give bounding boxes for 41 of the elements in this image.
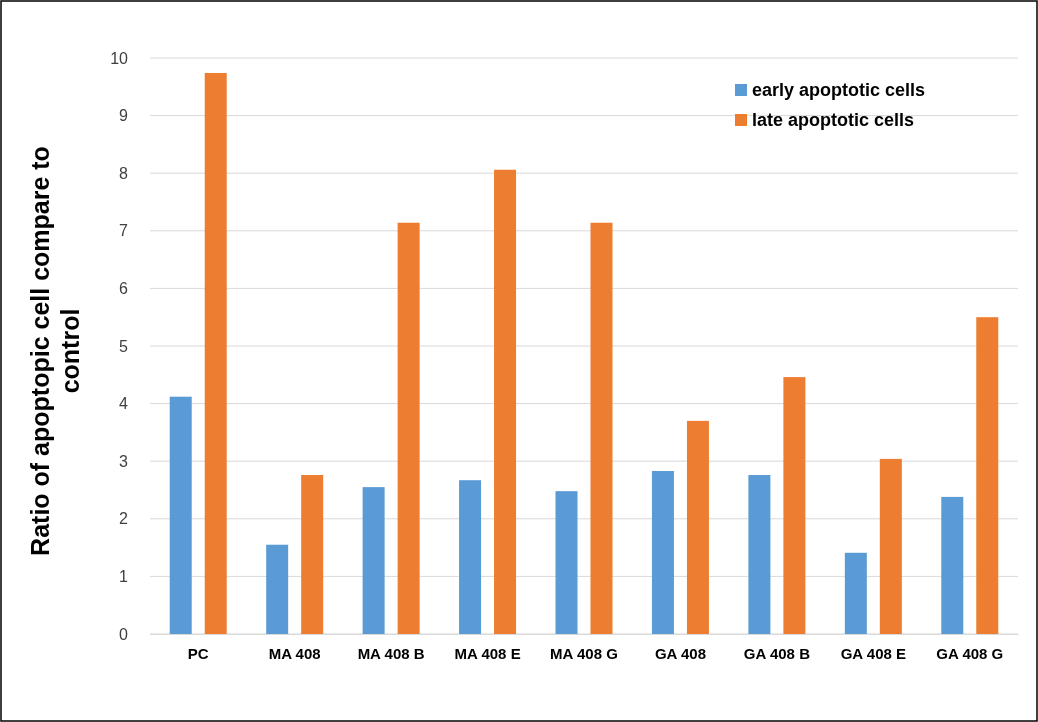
y-tick-label: 4 <box>119 395 129 413</box>
y-tick-label: 6 <box>119 280 129 298</box>
bar <box>651 470 674 634</box>
x-tick-label: MA 408 B <box>357 644 425 662</box>
y-tick-label: 2 <box>119 510 129 528</box>
legend-label: early apoptotic cells <box>752 80 926 100</box>
bar <box>686 420 709 634</box>
x-tick-label: MA 408 <box>268 644 321 662</box>
bar <box>494 169 517 634</box>
bar <box>266 544 289 634</box>
x-tick-label: GA 408 B <box>743 644 811 662</box>
y-tick-label: 10 <box>110 49 129 67</box>
bar <box>555 491 578 634</box>
y-tick-label: 1 <box>119 568 129 586</box>
bar <box>844 552 867 634</box>
bar <box>941 496 964 634</box>
bar <box>362 487 385 634</box>
bar <box>301 475 324 634</box>
bar <box>590 222 613 634</box>
bar <box>204 72 227 634</box>
y-tick-label: 0 <box>119 625 129 643</box>
y-tick-label: 5 <box>119 337 129 355</box>
y-tick-label: 3 <box>119 452 129 470</box>
bar <box>783 377 806 634</box>
x-tick-label: GA 408 E <box>840 644 906 662</box>
y-axis-title: Ratio of apoptopic cell compare to control <box>26 146 84 556</box>
x-tick-label: GA 408 <box>654 644 707 662</box>
y-tick-label: 9 <box>119 107 129 125</box>
bar <box>748 475 771 634</box>
x-tick-label: GA 408 G <box>936 644 1004 662</box>
y-tick-label: 7 <box>119 222 129 240</box>
bar <box>459 480 482 634</box>
x-tick-label: MA 408 G <box>550 644 618 662</box>
bar <box>879 458 902 634</box>
legend-label: late apoptotic cells <box>752 110 915 130</box>
y-tick-label: 8 <box>119 164 129 182</box>
x-tick-label: MA 408 E <box>454 644 521 662</box>
bar <box>976 317 999 634</box>
x-tick-label: PC <box>187 644 209 662</box>
bar <box>169 396 192 634</box>
bar <box>397 222 420 634</box>
